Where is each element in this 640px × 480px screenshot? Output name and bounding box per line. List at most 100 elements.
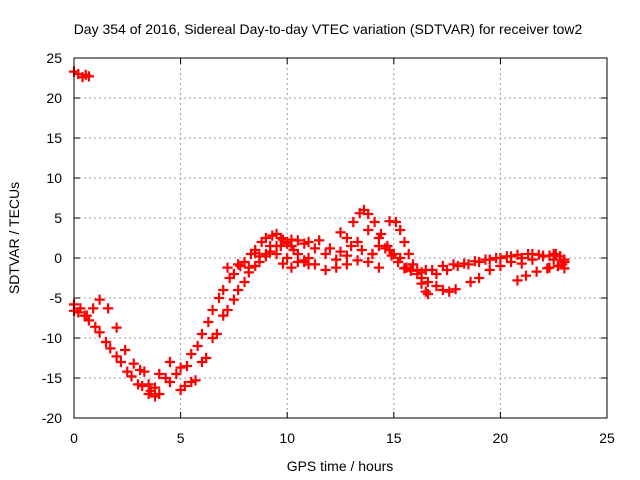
- data-point: [105, 343, 116, 354]
- data-point: [190, 375, 201, 386]
- data-point: [520, 270, 532, 281]
- data-point: [373, 240, 384, 252]
- data-point: [405, 265, 416, 276]
- data-point: [331, 254, 342, 265]
- data-point: [450, 284, 461, 295]
- data-point: [392, 256, 404, 268]
- data-point: [452, 260, 463, 272]
- data-point: [331, 262, 342, 273]
- data-point: [484, 264, 495, 276]
- data-point: [403, 248, 414, 260]
- data-point: [207, 304, 218, 316]
- data-point: [233, 284, 244, 296]
- data-point: [211, 328, 222, 340]
- data-point: [559, 254, 570, 265]
- data-point: [122, 366, 133, 377]
- data-point: [422, 276, 434, 288]
- data-point: [309, 259, 321, 270]
- chart-title: Day 354 of 2016, Sidereal Day-to-day VTE…: [74, 21, 583, 37]
- data-point: [128, 358, 139, 369]
- data-point: [399, 236, 410, 248]
- data-point: [390, 216, 402, 228]
- data-point: [309, 243, 321, 254]
- data-point: [179, 380, 190, 392]
- x-axis-label: GPS time / hours: [287, 458, 394, 474]
- x-tick-label: 25: [599, 430, 615, 446]
- data-point: [437, 284, 448, 296]
- data-point: [120, 344, 131, 356]
- y-tick-label: 25: [46, 50, 62, 66]
- y-tick-label: -15: [42, 370, 62, 386]
- data-point: [103, 303, 114, 314]
- data-point: [79, 310, 90, 321]
- data-point: [164, 376, 176, 388]
- data-point: [552, 260, 564, 272]
- data-point: [505, 256, 517, 268]
- x-tick-label: 0: [70, 430, 78, 446]
- data-point: [111, 322, 122, 333]
- data-point: [175, 384, 186, 396]
- data-point: [164, 356, 176, 368]
- data-point: [550, 248, 561, 260]
- y-tick-label: 20: [46, 90, 62, 106]
- data-point: [537, 251, 549, 262]
- data-point: [314, 235, 325, 246]
- data-point: [207, 332, 218, 344]
- data-point: [111, 351, 122, 362]
- data-point: [444, 286, 455, 297]
- data-point: [341, 250, 352, 261]
- data-point: [442, 264, 453, 276]
- data-point: [224, 272, 235, 284]
- data-point: [282, 238, 293, 249]
- data-point: [239, 256, 250, 268]
- data-point: [267, 230, 278, 241]
- data-point: [420, 264, 431, 276]
- data-point: [222, 304, 233, 316]
- data-point: [320, 264, 331, 276]
- data-point: [218, 284, 229, 296]
- data-point: [386, 250, 397, 261]
- data-point: [363, 256, 374, 268]
- data-point: [465, 276, 476, 288]
- data-point: [292, 235, 303, 246]
- data-point: [218, 310, 229, 321]
- data-point: [437, 260, 448, 272]
- data-point: [256, 236, 267, 248]
- data-point: [250, 260, 261, 272]
- data-point: [341, 259, 352, 270]
- y-tick-label: 10: [46, 170, 62, 186]
- data-point: [88, 303, 99, 314]
- data-point: [260, 251, 271, 262]
- data-point: [196, 328, 208, 340]
- data-point: [203, 316, 214, 328]
- data-point: [228, 268, 239, 280]
- data-point: [531, 266, 542, 277]
- data-point: [358, 204, 370, 216]
- data-point: [196, 356, 208, 368]
- data-point: [292, 248, 303, 260]
- data-point: [527, 254, 538, 265]
- data-point: [341, 232, 352, 244]
- data-point: [175, 362, 186, 373]
- data-point: [100, 336, 112, 348]
- data-point: [228, 294, 239, 305]
- data-point: [282, 252, 293, 264]
- data-point: [352, 236, 363, 248]
- data-point: [181, 360, 193, 372]
- data-point: [288, 244, 299, 256]
- data-point: [160, 372, 171, 384]
- data-point: [243, 262, 254, 273]
- data-point: [495, 252, 506, 264]
- y-tick-label: 5: [54, 210, 62, 226]
- data-point: [277, 258, 289, 269]
- data-point: [356, 244, 367, 256]
- data-point: [143, 379, 154, 390]
- data-point: [516, 258, 527, 269]
- data-point: [473, 256, 485, 268]
- data-point: [250, 248, 261, 259]
- data-point: [254, 256, 265, 268]
- data-point: [431, 280, 442, 292]
- data-point: [484, 254, 495, 265]
- y-tick-label: 0: [54, 250, 62, 266]
- data-point: [286, 262, 297, 273]
